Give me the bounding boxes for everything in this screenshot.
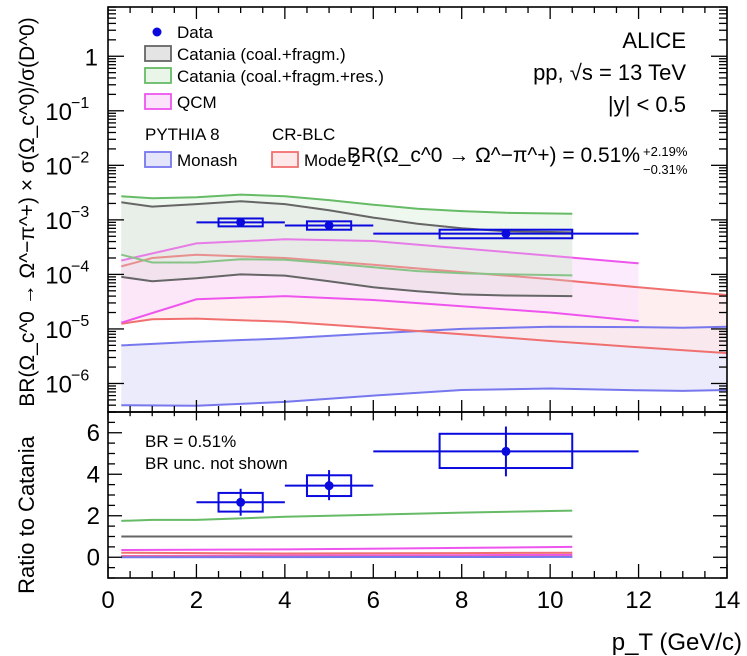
- bottom-plot-area: [121, 426, 639, 559]
- band-upper-mode-2: [121, 253, 727, 296]
- top-marker-1: [236, 217, 246, 227]
- legend-mode2: Mode 2: [304, 151, 361, 170]
- bottom-data-point-3: [373, 426, 639, 477]
- band-upper-qcm: [121, 238, 639, 265]
- bottom-data-point-1: [196, 488, 285, 516]
- bottom-y-tick-label: 2: [87, 503, 100, 530]
- experiment-label: ALICE: [622, 28, 686, 53]
- br-down-label: −0.31%: [643, 162, 688, 177]
- band-catania: [121, 201, 573, 297]
- ratio-qcm-upper: [121, 545, 573, 551]
- x-axis-title: p_T (GeV/c): [612, 629, 742, 656]
- bottom-panel: 0 2 4 6 8 10 12 14 0 2 4 6: [87, 411, 741, 614]
- bottom-y-tick-label: 4: [87, 461, 100, 488]
- ratio-catania-coal-fragm-res: [121, 509, 573, 522]
- top-y-tick-base: 10: [45, 208, 72, 235]
- top-y-tick-base: 10: [45, 99, 72, 126]
- legend-catania-res-swatch: [144, 67, 172, 84]
- legend-qcm: QCM: [177, 93, 217, 112]
- bottom-y-tick-label: 0: [87, 544, 100, 571]
- top-y-tick-exp: −2: [71, 149, 89, 166]
- br-label: BR(Ω_c^0 → Ω^−π^+) = 0.51%: [347, 144, 640, 167]
- x-tick-label: 8: [455, 587, 468, 614]
- band-upper-monash: [121, 325, 727, 347]
- top-y-tick-exp: −3: [71, 204, 89, 221]
- curve-catania-coal-fragm-lower: [121, 273, 573, 298]
- top-y-tick-base: 10: [45, 262, 72, 289]
- legend: Data Catania (coal.+fragm.) Catania (coa…: [144, 23, 384, 170]
- legend-data: Data: [177, 23, 213, 42]
- bottom-marker-1: [236, 497, 246, 507]
- rapidity-label: |y| < 0.5: [608, 92, 686, 117]
- x-tick-label: 10: [537, 587, 564, 614]
- band-upper-catania-coal-fragm-res: [121, 193, 573, 215]
- top-data-point-2: [284, 220, 374, 231]
- legend-qcm-swatch: [144, 93, 172, 110]
- top-y-tick-base: 10: [45, 153, 72, 180]
- top-data-point-1: [196, 217, 285, 228]
- legend-mode2-swatch: [271, 151, 299, 168]
- legend-catania-res: Catania (coal.+fragm.+res.): [177, 67, 384, 86]
- x-tick-label: 2: [190, 587, 203, 614]
- top-y-tick-base: 10: [45, 317, 72, 344]
- system-label: pp, √s = 13 TeV: [533, 60, 686, 85]
- top-data-point-3: [373, 228, 639, 240]
- top-y-tick-base: 10: [45, 371, 72, 398]
- top-y-axis-title: BR(Ω_c^0 → Ω^−π^+) × σ(Ω_c^0)/σ(D^0): [16, 17, 39, 406]
- legend-monash-swatch: [144, 151, 172, 168]
- top-y-tick-exp: −6: [71, 367, 89, 384]
- legend-catania: Catania (coal.+fragm.): [177, 45, 346, 64]
- bottom-y-tick-label: 6: [87, 420, 100, 447]
- legend-data-marker: [152, 27, 162, 37]
- top-marker-3: [501, 229, 511, 239]
- bottom-data-point-2: [284, 470, 374, 501]
- bottom-marker-3: [501, 446, 511, 456]
- band-lower-mode-2: [121, 317, 727, 355]
- top-plot-area: [121, 193, 727, 407]
- x-tick-label: 4: [278, 587, 291, 614]
- ratio-note-1: BR = 0.51%: [145, 432, 236, 451]
- bottom-y-axis-title: Ratio to Catania: [14, 435, 39, 594]
- top-panel: 10 −610 −510 −410 −310 −210 −11: [45, 6, 728, 413]
- top-y-tick-base: 1: [85, 44, 98, 71]
- legend-pythia-header: PYTHIA 8: [145, 125, 220, 144]
- ratio-mode-2-upper: [121, 551, 573, 555]
- x-tick-label: 6: [367, 587, 380, 614]
- x-tick-label: 12: [625, 587, 652, 614]
- x-tick-label: 14: [714, 587, 741, 614]
- band-lower-catania-coal-fragm-res: [121, 253, 573, 277]
- ratio-note-2: BR unc. not shown: [145, 454, 288, 473]
- x-tick-label: 0: [101, 587, 114, 614]
- top-y-tick-exp: −4: [71, 258, 89, 275]
- band-lower-monash: [121, 387, 727, 407]
- top-y-tick-exp: −5: [71, 313, 89, 330]
- legend-crblc-header: CR-BLC: [272, 125, 335, 144]
- band-lower-qcm: [121, 295, 639, 324]
- legend-monash: Monash: [177, 151, 237, 170]
- top-marker-2: [324, 220, 334, 230]
- band-monash: [121, 326, 727, 406]
- br-up-label: +2.19%: [643, 144, 688, 159]
- bottom-marker-2: [324, 481, 334, 491]
- legend-catania-swatch: [144, 45, 172, 62]
- top-y-tick-exp: −1: [71, 95, 89, 112]
